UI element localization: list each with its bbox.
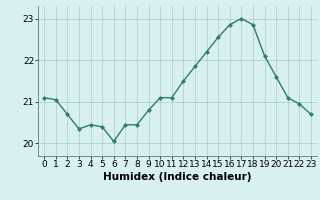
- X-axis label: Humidex (Indice chaleur): Humidex (Indice chaleur): [103, 172, 252, 182]
